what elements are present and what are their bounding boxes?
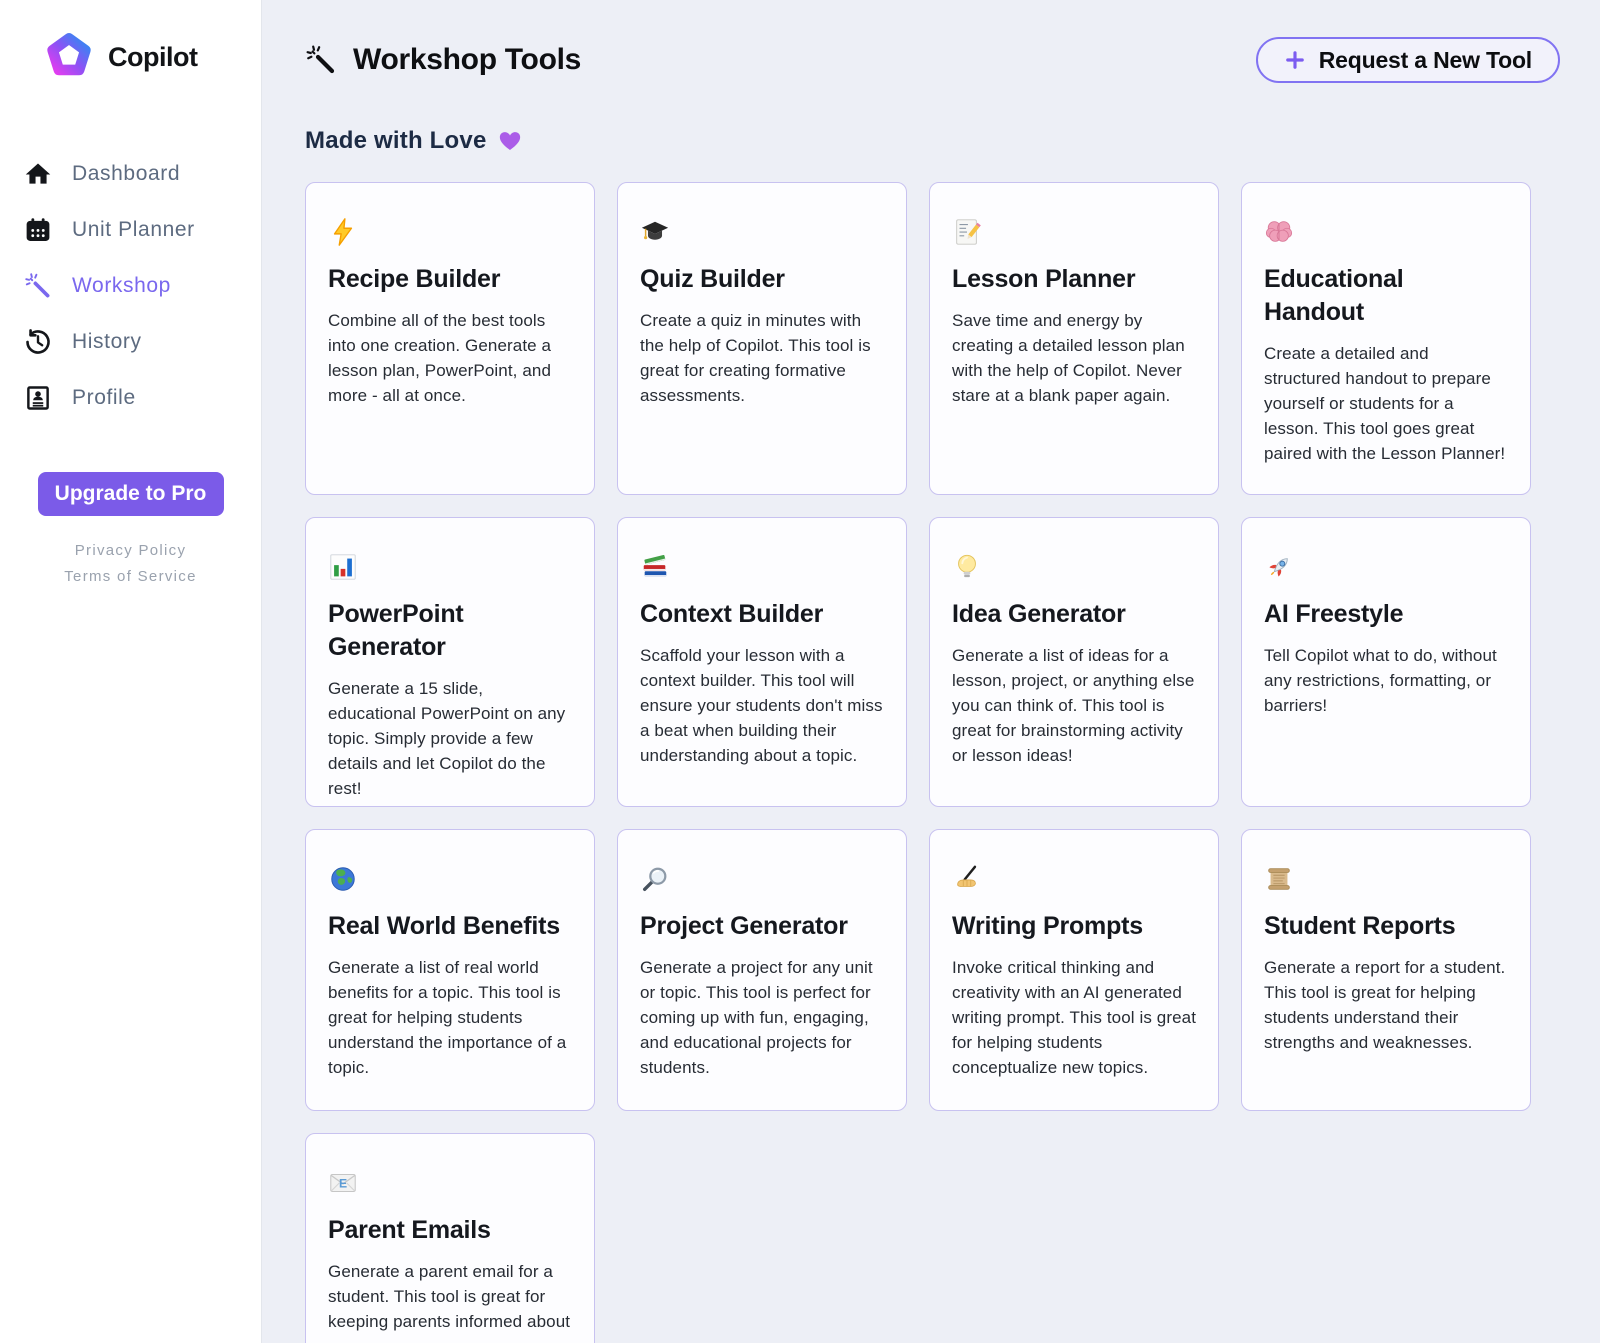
tool-description: Generate a report for a student. This to… [1264, 958, 1506, 1052]
tool-title: Parent Emails [328, 1216, 491, 1244]
home-icon [24, 160, 52, 188]
tool-title: Recipe Builder [328, 265, 501, 293]
tool-card-quiz-builder[interactable]: Quiz Builder Create a quiz in minutes wi… [617, 182, 907, 495]
scroll-icon [1264, 864, 1294, 894]
legal-links: Privacy Policy Terms of Service [0, 538, 261, 590]
tool-card-real-world-benefits[interactable]: Real World Benefits Generate a list of r… [305, 829, 595, 1111]
tool-title: Quiz Builder [640, 265, 785, 293]
tool-title: PowerPoint Generator [328, 600, 464, 661]
plus-icon [1284, 49, 1306, 71]
tool-card-recipe-builder[interactable]: Recipe Builder Combine all of the best t… [305, 182, 595, 495]
tool-title: Context Builder [640, 600, 824, 628]
privacy-policy-link[interactable]: Privacy Policy [74, 542, 187, 559]
request-new-tool-button[interactable]: Request a New Tool [1255, 37, 1560, 83]
tool-description: Generate a list of real world benefits f… [328, 958, 567, 1077]
sidebar-item-label: Workshop [72, 274, 171, 297]
tool-title: AI Freestyle [1264, 600, 1404, 628]
tool-description: Generate a parent email for a student. T… [328, 1262, 571, 1331]
sidebar-item-workshop[interactable]: Workshop [0, 258, 261, 314]
sidebar-item-unit-planner[interactable]: Unit Planner [0, 202, 261, 258]
tool-card-writing-prompts[interactable]: Writing Prompts Invoke critical thinking… [929, 829, 1219, 1111]
tool-title: Project Generator [640, 912, 848, 940]
page-header: Workshop Tools Request a New Tool [305, 36, 1560, 84]
profile-card-icon [24, 384, 52, 412]
section-title: Made with Love [305, 127, 487, 154]
magnifier-icon [640, 864, 670, 894]
calendar-icon [24, 216, 52, 244]
main-content: Workshop Tools Request a New Tool Made w… [262, 0, 1600, 1343]
rocket-icon [1264, 552, 1294, 582]
sidebar-item-label: Unit Planner [72, 218, 195, 241]
tool-title: Writing Prompts [952, 912, 1143, 940]
books-icon [640, 552, 670, 582]
tool-card-context-builder[interactable]: Context Builder Scaffold your lesson wit… [617, 517, 907, 807]
tool-description: Combine all of the best tools into one c… [328, 311, 552, 405]
tool-card-powerpoint-generator[interactable]: PowerPoint Generator Generate a 15 slide… [305, 517, 595, 807]
tool-title: Lesson Planner [952, 265, 1136, 293]
tool-description: Create a detailed and structured handout… [1264, 344, 1506, 463]
magic-wand-icon [305, 44, 337, 76]
page-title-wrap: Workshop Tools [305, 43, 581, 77]
tool-description: Create a quiz in minutes with the help o… [640, 311, 871, 405]
tool-description: Generate a list of ideas for a lesson, p… [952, 646, 1195, 765]
sidebar-item-dashboard[interactable]: Dashboard [0, 146, 261, 202]
sidebar-nav: Dashboard Unit Planner Workshop History … [0, 146, 261, 426]
svg-text:E: E [339, 1177, 347, 1191]
page-title: Workshop Tools [353, 43, 582, 76]
tool-title: Student Reports [1264, 912, 1456, 940]
sidebar-item-history[interactable]: History [0, 314, 261, 370]
tool-card-educational-handout[interactable]: Educational Handout Create a detailed an… [1241, 182, 1531, 495]
purple-heart-icon [497, 128, 523, 154]
request-new-tool-label: Request a New Tool [1318, 46, 1532, 73]
tool-card-project-generator[interactable]: Project Generator Generate a project for… [617, 829, 907, 1111]
light-bulb-icon [952, 552, 982, 582]
tool-description: Invoke critical thinking and creativity … [952, 958, 1197, 1077]
sidebar: Copilot Dashboard Unit Planner Workshop … [0, 0, 262, 1343]
tool-description: Save time and energy by creating a detai… [952, 311, 1185, 405]
tool-description: Generate a 15 slide, educational PowerPo… [328, 679, 566, 798]
magic-wand-icon [24, 272, 52, 300]
bar-chart-icon [328, 552, 358, 582]
history-icon [24, 328, 52, 356]
brain-icon [1264, 217, 1294, 247]
section-heading: Made with Love [305, 126, 1560, 156]
email-icon: E [328, 1168, 358, 1198]
tool-card-student-reports[interactable]: Student Reports Generate a report for a … [1241, 829, 1531, 1111]
tool-description: Scaffold your lesson with a context buil… [640, 646, 883, 765]
globe-icon [328, 864, 358, 894]
tool-title: Educational Handout [1264, 265, 1404, 326]
tool-description: Tell Copilot what to do, without any res… [1264, 646, 1497, 715]
tool-card-parent-emails[interactable]: E Parent Emails Generate a parent email … [305, 1133, 595, 1343]
writing-hand-icon [952, 864, 982, 894]
tool-description: Generate a project for any unit or topic… [640, 958, 873, 1077]
copilot-logo-icon [42, 30, 96, 84]
upgrade-to-pro-button[interactable]: Upgrade to Pro [37, 472, 224, 516]
sidebar-item-label: Dashboard [72, 162, 181, 185]
graduation-cap-icon [640, 217, 670, 247]
tool-title: Real World Benefits [328, 912, 560, 940]
brand: Copilot [0, 0, 261, 84]
lightning-icon [328, 217, 358, 247]
tool-card-ai-freestyle[interactable]: AI Freestyle Tell Copilot what to do, wi… [1241, 517, 1531, 807]
sidebar-item-label: History [72, 330, 142, 353]
memo-icon [952, 217, 982, 247]
terms-of-service-link[interactable]: Terms of Service [64, 568, 197, 585]
brand-name: Copilot [108, 41, 198, 72]
tool-title: Idea Generator [952, 600, 1126, 628]
tool-card-lesson-planner[interactable]: Lesson Planner Save time and energy by c… [929, 182, 1219, 495]
sidebar-item-profile[interactable]: Profile [0, 370, 261, 426]
tools-grid: Recipe Builder Combine all of the best t… [305, 182, 1560, 1343]
tool-card-idea-generator[interactable]: Idea Generator Generate a list of ideas … [929, 517, 1219, 807]
sidebar-item-label: Profile [72, 386, 136, 409]
